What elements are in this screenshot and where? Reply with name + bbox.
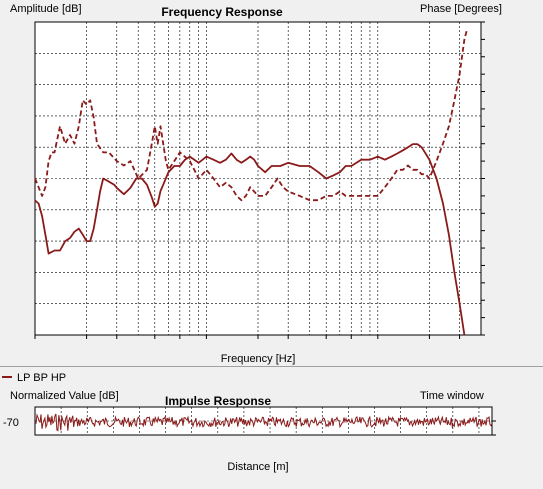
normalized-value-axis-label: Normalized Value [dB] — [10, 390, 119, 402]
frequency-response-chart: Frequency Response Amplitude [dB] Phase … — [10, 3, 502, 365]
phase-axis-label: Phase [Degrees] — [420, 3, 502, 15]
amplitude-series-line — [34, 143, 466, 336]
legend: LP BP HP — [0, 368, 543, 386]
frequency-response-panel: Frequency Response Amplitude [dB] Phase … — [10, 3, 502, 365]
frequency-chart-title: Frequency Response — [161, 5, 283, 19]
impulse-response-chart: Impulse Response Normalized Value [dB] T… — [0, 384, 543, 484]
impulse-series-line — [34, 413, 493, 432]
impulse-chart-title: Impulse Response — [165, 394, 271, 408]
phase-series-line — [34, 30, 468, 202]
legend-top-divider — [0, 366, 543, 367]
frequency-axis-label: Frequency [Hz] — [221, 353, 296, 365]
time-window-label: Time window — [420, 390, 484, 402]
amplitude-axis-label: Amplitude [dB] — [10, 3, 82, 15]
legend-label[interactable]: LP BP HP — [17, 372, 66, 384]
legend-graphic: LP BP HP — [2, 372, 66, 384]
impulse-response-panel: Impulse Response Normalized Value [dB] T… — [0, 384, 543, 484]
distance-axis-label: Distance [m] — [227, 461, 288, 473]
impulse-y-tick-label: -70 — [3, 417, 19, 429]
